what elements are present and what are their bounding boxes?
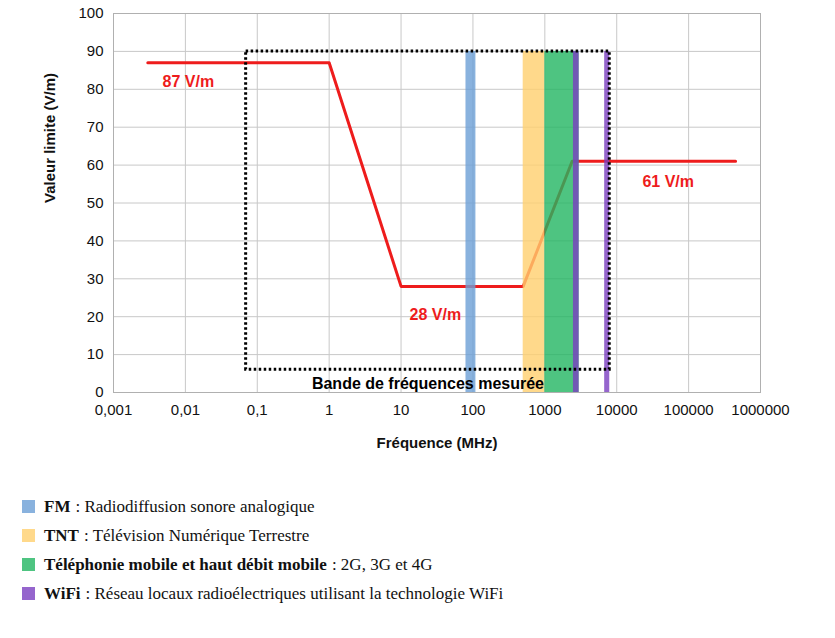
svg-text:61 V/m: 61 V/m: [642, 173, 694, 190]
svg-text:60: 60: [87, 156, 104, 173]
svg-text:28 V/m: 28 V/m: [410, 306, 462, 323]
html-text:FM : Radiodiffusion sonore ana: FM : Radiodiffusion sonore analogique: [44, 496, 315, 516]
svg-text:1: 1: [325, 401, 333, 418]
svg-text:1000000: 1000000: [731, 401, 789, 418]
svg-text:100: 100: [460, 401, 485, 418]
svg-text:40: 40: [87, 232, 104, 249]
svg-text:Bande de fréquences mesurée: Bande de fréquences mesurée: [312, 375, 544, 392]
svg-text:50: 50: [87, 194, 104, 211]
svg-text:Valeur limite (V/m): Valeur limite (V/m): [41, 73, 58, 203]
svg-text:90: 90: [87, 42, 104, 59]
svg-text:0: 0: [95, 383, 103, 400]
svg-text:0,01: 0,01: [171, 401, 200, 418]
html-text:TNT : Télévision Numérique Ter: TNT : Télévision Numérique Terrestre: [44, 525, 310, 545]
svg-text:0,001: 0,001: [95, 401, 133, 418]
svg-text:10: 10: [393, 401, 410, 418]
svg-text:70: 70: [87, 118, 104, 135]
svg-text:87 V/m: 87 V/m: [163, 73, 215, 90]
svg-text:100: 100: [78, 4, 103, 21]
svg-text:20: 20: [87, 308, 104, 325]
svg-text:1000: 1000: [528, 401, 561, 418]
svg-text:0,1: 0,1: [247, 401, 268, 418]
svg-text:100000: 100000: [664, 401, 714, 418]
html-text:WiFi : Réseau locaux radioélec: WiFi : Réseau locaux radioélectriques ut…: [44, 583, 504, 603]
svg-text:30: 30: [87, 270, 104, 287]
svg-text:10: 10: [87, 345, 104, 362]
html-text:Téléphonie mobile et haut débi: Téléphonie mobile et haut débit mobile :…: [44, 554, 433, 574]
svg-text:Fréquence (MHz): Fréquence (MHz): [377, 434, 498, 451]
svg-text:10000: 10000: [596, 401, 638, 418]
svg-text:80: 80: [87, 80, 104, 97]
